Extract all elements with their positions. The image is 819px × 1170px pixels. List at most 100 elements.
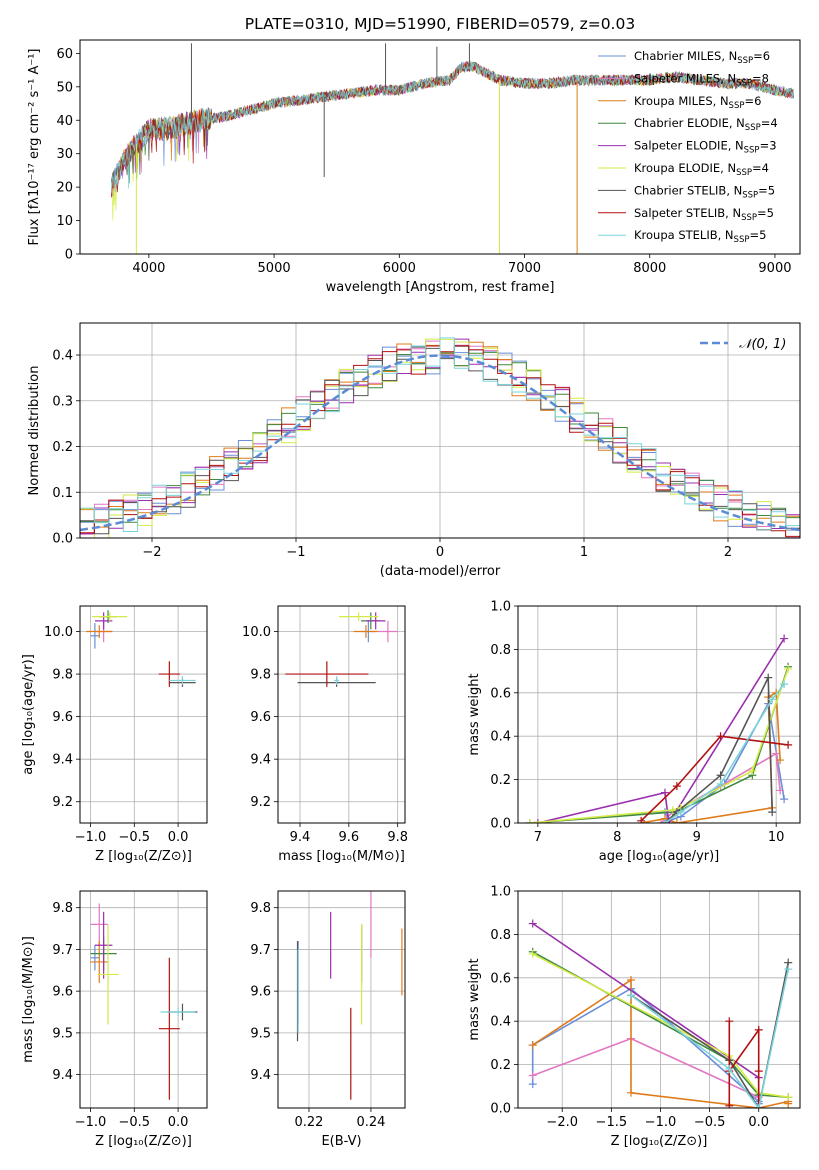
error-bars [90,903,198,1100]
legend-subscript: SSP [742,190,758,200]
x-tick-label: 6000 [383,261,416,276]
mass-weight-marker [784,965,793,974]
y-tick-label: 0.2 [490,773,511,788]
mass-weight-marker [676,808,685,817]
x-tick-label: 7 [534,830,542,845]
mass-weight-line [630,968,789,1108]
legend-nssp: =4 [761,116,778,130]
mass-weight-marker [626,1088,635,1097]
x-axis-label: mass [log₁₀(M/M⊙)] [278,849,405,864]
x-tick-label: −1.0 [645,1115,677,1130]
x-tick-label: −0.5 [119,1115,151,1130]
x-tick-label: 8 [613,830,621,845]
legend-entry: Chabrier ELODIE, NSSP=4 [634,116,778,133]
y-tick-label: 0.0 [490,1102,511,1117]
legend-entry: Chabrier MILES, NSSP=6 [634,49,770,66]
mass-weight-marker [656,819,665,823]
x-tick-label: 4000 [132,261,165,276]
x-tick-label: 9.4 [290,830,311,845]
legend-nssp: =8 [752,71,769,85]
spectrum-lines [110,43,794,254]
x-tick-label: −2 [142,545,161,560]
y-tick-label: 9.6 [250,985,271,1000]
y-tick-label: 0.6 [490,686,511,701]
legend-nssp: =5 [758,183,775,197]
y-tick-label: 10.0 [242,625,271,640]
y-tick-label: 9.2 [250,795,271,810]
x-tick-label: 10 [768,830,785,845]
mass-weight-marker [525,819,534,823]
mass-weight-marker [768,808,777,817]
mass-weight-marker [626,975,635,984]
x-tick-label: 9 [693,830,701,845]
mass-vs-metallicity-plot: −1.0 −0.5 0.0 9.4 9.5 9.6 9.7 9.8 Z [log₁₀(Z/Z⊙)… [21,890,208,1149]
x-tick-label: −1.0 [75,830,107,845]
x-axis-label: Z [log₁₀(Z/Z⊙)] [95,1134,192,1149]
y-tick-label: 9.7 [250,943,271,958]
mass-weight-marker [660,819,669,823]
y-tick-label: 20 [56,181,73,196]
y-tick-label: 9.6 [52,710,73,725]
y-tick-label: 0.4 [490,1015,511,1030]
y-tick-label: 9.4 [52,1068,73,1083]
histogram-steps [80,337,800,538]
mass-weight-marker [754,1025,763,1034]
legend-subscript: SSP [736,168,752,178]
residual-histogram: −2 −1 0 1 2 0.0 0.1 0.2 0.3 0.4 (data-model)/error… [27,322,801,579]
mass-weight-marker [764,673,773,682]
y-tick-label: 0.6 [490,971,511,986]
mass-weight-marker [784,740,793,749]
mass-weight-marker [528,1071,537,1080]
axes-frame [277,890,406,1109]
mass-weight-marker [776,786,785,795]
y-tick-label: 9.2 [52,795,73,810]
y-tick-label: 1.0 [490,600,511,615]
x-tick-label: 5000 [258,261,291,276]
x-tick-label: 7000 [508,261,541,276]
normal-curve [80,354,800,532]
mass-weight-line [728,1021,760,1108]
x-tick-label: −2.0 [546,1115,578,1130]
y-tick-label: 40 [56,114,73,129]
mass-weight-marker [772,749,781,758]
spectrum-plot: 4000 5000 6000 7000 8000 9000 0 10 20 30 40 50 60 wav… [27,39,801,295]
mass-weight-marker [725,1017,734,1026]
mass-weight-marker [528,1080,537,1089]
y-tick-label: 0.2 [490,1058,511,1073]
mass-weight-marker [533,819,542,823]
x-tick-label: 0.22 [294,1115,323,1130]
mass-weight-marker [716,732,725,741]
legend-entry: Salpeter STELIB, NSSP=5 [634,206,774,223]
y-tick-label: 50 [56,80,73,95]
x-tick-label: 0.0 [168,1115,189,1130]
mass-weight-marker [776,756,785,765]
mass-weight-marker [672,819,681,823]
x-tick-label: −1.5 [596,1115,628,1130]
x-tick-label: 9.6 [338,830,359,845]
legend-entry: Salpeter MILES, NSSP=8 [634,71,769,88]
y-tick-label: 9.4 [250,1068,271,1083]
axes-frame [79,322,801,539]
y-tick-label: 0.2 [52,440,73,455]
error-bars [296,891,403,1100]
legend-subscript: SSP [737,56,753,66]
mass-weight-marker [660,788,669,797]
y-tick-label: 0.0 [490,817,511,832]
mass-weight-marker [725,1101,734,1108]
y-tick-label: 0 [65,248,73,263]
mass-weight-marker [725,1064,734,1073]
y-tick-label: 9.5 [52,1026,73,1041]
x-tick-label: 0.24 [356,1115,385,1130]
legend-nssp: =6 [744,94,761,108]
legend-entry: Salpeter ELODIE, NSSP=3 [634,139,777,156]
error-bars [86,610,196,687]
axes-frame [277,605,406,824]
y-tick-label: 9.6 [250,710,271,725]
x-tick-label: 2 [724,545,732,560]
legend-entry: Kroupa STELIB, NSSP=5 [634,228,766,245]
mass-weight-marker [754,1067,763,1076]
age-vs-mass-plot: 9.4 9.6 9.8 9.2 9.4 9.6 9.8 10.0 mass [log₁₀(M/M… [242,605,408,864]
mass-weight-marker [528,1041,537,1050]
legend-subscript: SSP [729,101,745,111]
